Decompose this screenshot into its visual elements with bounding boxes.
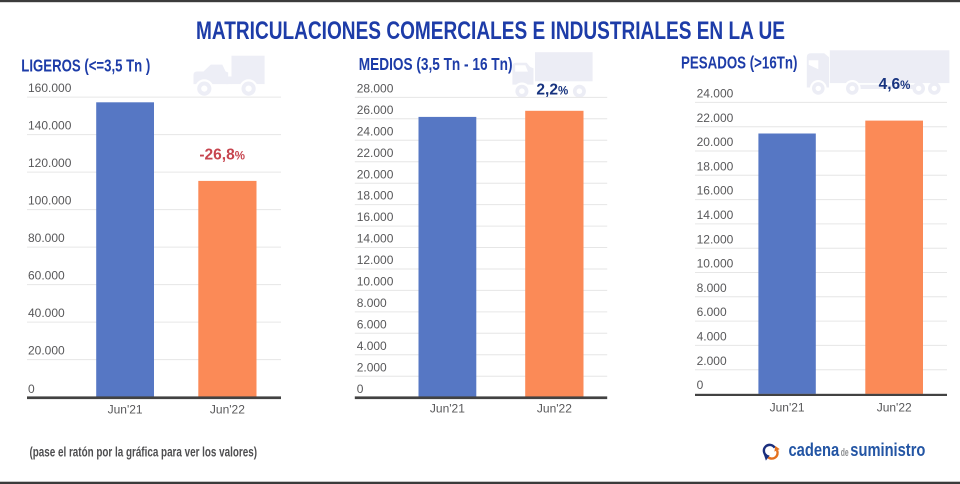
svg-text:20.000: 20.000 [357, 167, 394, 181]
svg-text:22.000: 22.000 [357, 146, 394, 160]
svg-text:de: de [841, 447, 849, 459]
svg-text:-26,8%: -26,8% [199, 146, 245, 163]
svg-text:12.000: 12.000 [697, 232, 734, 246]
svg-text:160.000: 160.000 [28, 81, 72, 95]
svg-text:10.000: 10.000 [357, 275, 394, 289]
svg-text:4.000: 4.000 [357, 339, 387, 353]
svg-text:18.000: 18.000 [357, 189, 394, 203]
svg-text:26.000: 26.000 [357, 103, 394, 117]
svg-text:18.000: 18.000 [697, 159, 734, 173]
svg-text:Jun'22: Jun'22 [877, 400, 912, 414]
svg-text:0: 0 [357, 382, 364, 396]
svg-text:12.000: 12.000 [357, 253, 394, 267]
svg-text:MATRICULACIONES COMERCIALES E: MATRICULACIONES COMERCIALES E INDUSTRIAL… [196, 17, 785, 45]
svg-text:PESADOS (>16Tn): PESADOS (>16Tn) [681, 52, 797, 72]
svg-text:2.000: 2.000 [697, 354, 727, 368]
svg-text:Jun'21: Jun'21 [770, 400, 805, 414]
svg-text:14.000: 14.000 [697, 208, 734, 222]
svg-text:28.000: 28.000 [357, 82, 394, 96]
svg-text:80.000: 80.000 [28, 231, 65, 245]
svg-text:100.000: 100.000 [28, 194, 72, 208]
svg-text:cadena: cadena [789, 440, 840, 460]
svg-text:22.000: 22.000 [697, 111, 734, 125]
svg-text:8.000: 8.000 [697, 281, 727, 295]
svg-text:Jun'21: Jun'21 [108, 402, 143, 416]
svg-text:Jun'22: Jun'22 [210, 402, 245, 416]
svg-text:20.000: 20.000 [28, 344, 65, 358]
svg-text:24.000: 24.000 [697, 87, 734, 101]
svg-text:MEDIOS (3,5 Tn - 16 Tn): MEDIOS (3,5 Tn - 16 Tn) [359, 54, 513, 74]
svg-text:0: 0 [697, 378, 704, 392]
svg-text:10.000: 10.000 [697, 257, 734, 271]
svg-text:suministro: suministro [850, 440, 925, 460]
svg-text:140.000: 140.000 [28, 119, 72, 133]
svg-text:14.000: 14.000 [357, 232, 394, 246]
svg-text:60.000: 60.000 [28, 269, 65, 283]
svg-text:4.000: 4.000 [697, 330, 727, 344]
svg-text:6.000: 6.000 [357, 317, 387, 331]
svg-text:20.000: 20.000 [697, 135, 734, 149]
svg-text:24.000: 24.000 [357, 124, 394, 138]
svg-text:8.000: 8.000 [357, 296, 387, 310]
svg-text:Jun'22: Jun'22 [537, 402, 572, 416]
svg-text:16.000: 16.000 [697, 184, 734, 198]
svg-text:2,2%: 2,2% [536, 82, 568, 99]
svg-text:0: 0 [28, 382, 35, 396]
svg-text:120.000: 120.000 [28, 156, 72, 170]
svg-text:LIGEROS (<=3,5 Tn ): LIGEROS (<=3,5 Tn ) [21, 55, 150, 75]
svg-text:4,6%: 4,6% [879, 76, 911, 93]
svg-text:40.000: 40.000 [28, 306, 65, 320]
svg-text:16.000: 16.000 [357, 210, 394, 224]
svg-text:6.000: 6.000 [697, 305, 727, 319]
svg-text:2.000: 2.000 [357, 360, 387, 374]
svg-text:(pase el ratón por la gráfica: (pase el ratón por la gráfica para ver l… [30, 443, 258, 459]
svg-text:Jun'21: Jun'21 [430, 402, 465, 416]
